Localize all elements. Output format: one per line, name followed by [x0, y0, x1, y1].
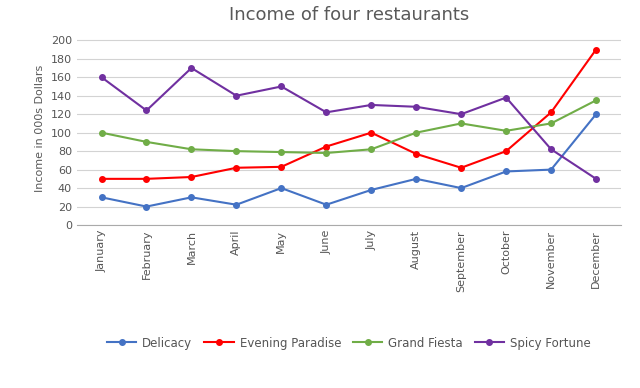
Grand Fiesta — [502, 128, 510, 133]
Spicy Fortune — [547, 147, 555, 152]
Evening Paradise — [232, 165, 240, 170]
Legend: Delicacy, Evening Paradise, Grand Fiesta, Spicy Fortune: Delicacy, Evening Paradise, Grand Fiesta… — [102, 332, 596, 354]
Title: Income of four restaurants: Income of four restaurants — [228, 6, 469, 24]
Evening Paradise — [502, 149, 510, 154]
Delicacy — [412, 177, 420, 181]
Delicacy — [188, 195, 195, 200]
Grand Fiesta — [458, 121, 465, 126]
Grand Fiesta — [592, 98, 600, 103]
Evening Paradise — [188, 175, 195, 179]
Delicacy — [323, 203, 330, 207]
Delicacy — [502, 169, 510, 174]
Evening Paradise — [547, 110, 555, 115]
Line: Delicacy: Delicacy — [99, 111, 599, 210]
Line: Evening Paradise: Evening Paradise — [99, 47, 599, 182]
Evening Paradise — [367, 130, 375, 135]
Spicy Fortune — [232, 94, 240, 98]
Delicacy — [592, 112, 600, 116]
Delicacy — [278, 186, 285, 191]
Y-axis label: Income in 000s Dollars: Income in 000s Dollars — [35, 64, 45, 192]
Delicacy — [143, 204, 150, 209]
Spicy Fortune — [367, 102, 375, 107]
Grand Fiesta — [323, 151, 330, 155]
Grand Fiesta — [547, 121, 555, 126]
Delicacy — [367, 188, 375, 192]
Delicacy — [232, 203, 240, 207]
Evening Paradise — [592, 47, 600, 52]
Evening Paradise — [458, 165, 465, 170]
Spicy Fortune — [278, 84, 285, 89]
Spicy Fortune — [592, 177, 600, 181]
Spicy Fortune — [143, 108, 150, 113]
Evening Paradise — [98, 177, 106, 181]
Evening Paradise — [278, 165, 285, 169]
Spicy Fortune — [412, 104, 420, 109]
Grand Fiesta — [232, 149, 240, 154]
Evening Paradise — [323, 144, 330, 149]
Evening Paradise — [143, 177, 150, 181]
Grand Fiesta — [143, 140, 150, 144]
Grand Fiesta — [98, 130, 106, 135]
Grand Fiesta — [412, 130, 420, 135]
Line: Grand Fiesta: Grand Fiesta — [99, 97, 599, 156]
Spicy Fortune — [323, 110, 330, 115]
Delicacy — [547, 167, 555, 172]
Spicy Fortune — [188, 66, 195, 70]
Delicacy — [98, 195, 106, 200]
Grand Fiesta — [367, 147, 375, 152]
Spicy Fortune — [502, 95, 510, 100]
Evening Paradise — [412, 152, 420, 156]
Spicy Fortune — [458, 112, 465, 116]
Line: Spicy Fortune: Spicy Fortune — [99, 65, 599, 182]
Spicy Fortune — [98, 75, 106, 80]
Grand Fiesta — [188, 147, 195, 152]
Grand Fiesta — [278, 150, 285, 154]
Delicacy — [458, 186, 465, 191]
